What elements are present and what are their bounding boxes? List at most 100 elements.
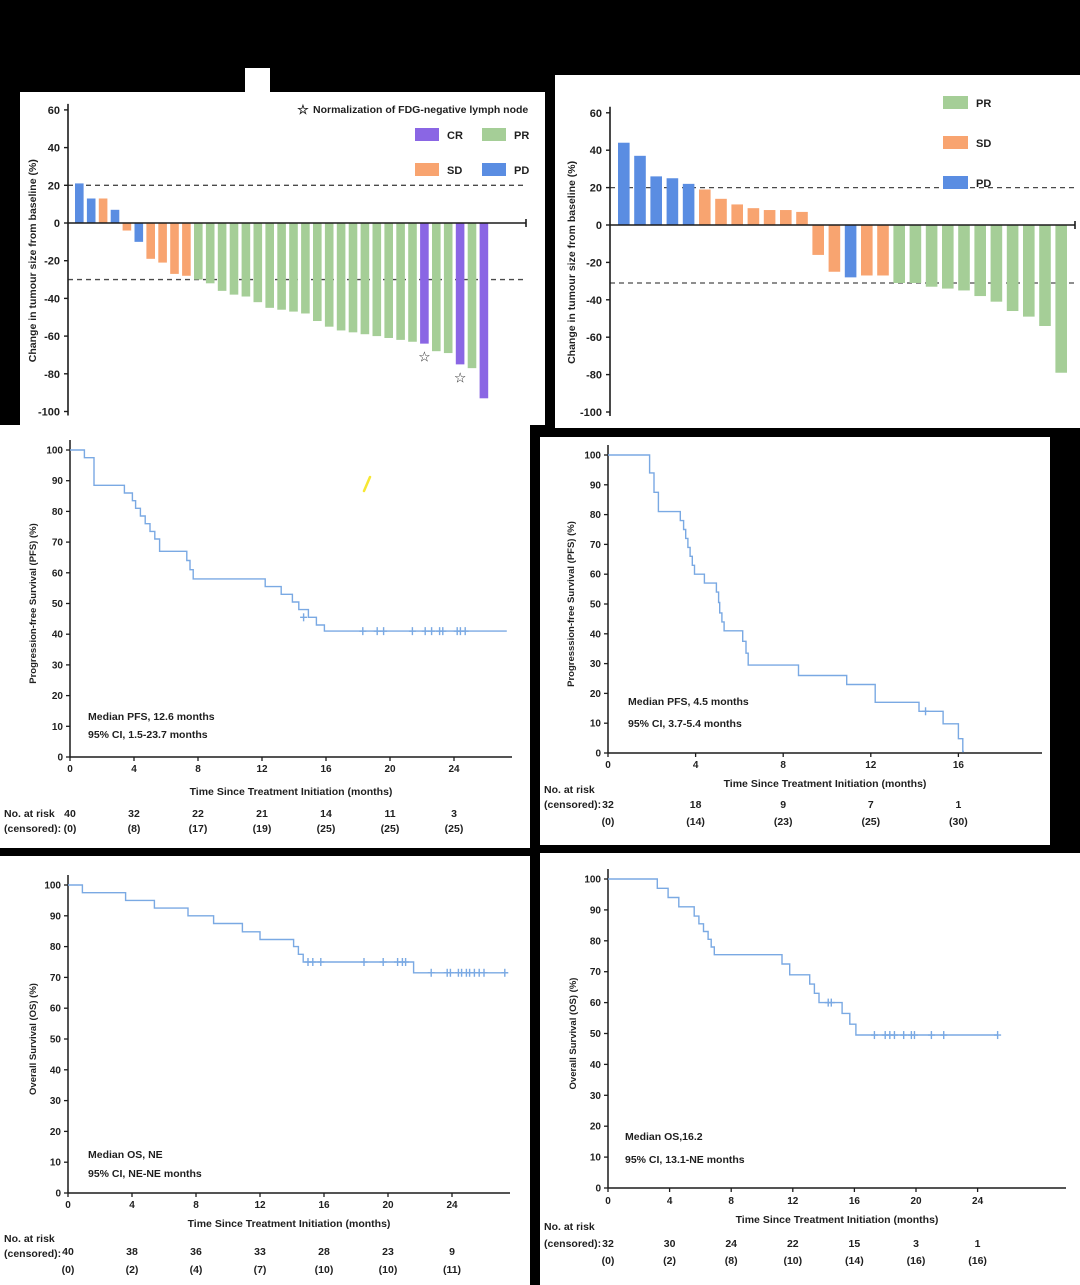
x-tick-label: 24 bbox=[446, 1200, 458, 1211]
x-tick-label: 24 bbox=[972, 1196, 984, 1207]
bar-pd bbox=[75, 183, 84, 223]
y-tick-label: 50 bbox=[52, 599, 64, 610]
bar-pr bbox=[265, 223, 274, 308]
risk-censored-value: (25) bbox=[861, 816, 880, 828]
x-tick-label: 20 bbox=[382, 1200, 394, 1211]
bar-sd bbox=[747, 208, 760, 225]
risk-censored-value: (0) bbox=[602, 1255, 615, 1267]
y-tick-label: 80 bbox=[52, 507, 64, 518]
x-tick-label: 8 bbox=[195, 764, 201, 775]
bar-pr bbox=[301, 223, 310, 314]
bar-sd bbox=[796, 211, 808, 225]
bar-cr bbox=[420, 223, 429, 344]
x-tick-label: 16 bbox=[320, 764, 332, 775]
bar-sd bbox=[122, 223, 132, 231]
risk-censored-value: (11) bbox=[443, 1264, 461, 1276]
risk-value: 40 bbox=[64, 808, 76, 820]
risk-censored-value: (8) bbox=[128, 823, 141, 835]
median-annotation-line2: 95% CI, NE-NE months bbox=[88, 1168, 202, 1180]
x-axis-title: Time Since Treatment Initiation (months) bbox=[190, 786, 393, 798]
y-tick-label: -100 bbox=[38, 407, 60, 419]
y-tick-label: -60 bbox=[44, 331, 60, 343]
risk-censored-value: (16) bbox=[968, 1255, 987, 1267]
bar-pd bbox=[682, 183, 695, 225]
x-tick-label: 8 bbox=[728, 1196, 734, 1207]
bar-pd bbox=[86, 198, 96, 223]
y-tick-label: 80 bbox=[590, 936, 602, 947]
y-tick-label: -20 bbox=[586, 257, 602, 269]
risk-value: 9 bbox=[780, 799, 786, 811]
x-tick-label: 12 bbox=[254, 1200, 266, 1211]
y-tick-label: 60 bbox=[50, 1004, 62, 1015]
risk-censored-value: (25) bbox=[381, 823, 400, 835]
km-curve bbox=[70, 449, 507, 632]
risk-censored-value: (0) bbox=[64, 823, 77, 835]
x-tick-label: 4 bbox=[131, 764, 137, 775]
risk-value: 32 bbox=[602, 799, 614, 811]
y-tick-label: 40 bbox=[590, 629, 602, 640]
risk-value: 30 bbox=[664, 1238, 676, 1250]
x-tick-label: 4 bbox=[667, 1196, 673, 1207]
y-tick-label: 60 bbox=[52, 568, 64, 579]
y-tick-label: 0 bbox=[595, 1184, 601, 1195]
risk-censored-value: (10) bbox=[315, 1264, 334, 1276]
y-tick-label: 70 bbox=[590, 540, 602, 551]
bar-pr bbox=[396, 223, 405, 340]
legend-swatch-pd bbox=[943, 176, 968, 189]
bar-pr bbox=[408, 223, 417, 342]
y-axis-title: Overall Survival (OS) (%) bbox=[28, 983, 39, 1095]
risk-table-label2: (censored): bbox=[4, 823, 61, 835]
bar-pd bbox=[110, 209, 120, 223]
legend-label-sd: SD bbox=[447, 165, 462, 177]
y-tick-label: 60 bbox=[590, 570, 602, 581]
bar-pr bbox=[348, 223, 358, 333]
bar-pd bbox=[650, 176, 662, 225]
x-axis-title: Time Since Treatment Initiation (months) bbox=[724, 778, 927, 790]
panel-pfs-left: 100 90 80 70 60 50 40 30 20 10 0 0 4 8 12 16 20 24 Time Si… bbox=[0, 425, 530, 848]
bar-pr bbox=[1023, 225, 1035, 317]
y-tick-label: -80 bbox=[586, 370, 602, 382]
x-tick-label: 16 bbox=[849, 1196, 861, 1207]
bar-pd bbox=[844, 225, 857, 278]
risk-censored-value: (25) bbox=[445, 823, 464, 835]
risk-censored-value: (16) bbox=[907, 1255, 926, 1267]
bar-sd bbox=[812, 225, 824, 255]
page-notch bbox=[245, 68, 270, 94]
bar-sd bbox=[828, 225, 841, 272]
legend-swatch-sd bbox=[415, 163, 439, 176]
median-annotation-line1: Median PFS, 4.5 months bbox=[628, 696, 749, 708]
y-tick-label: 40 bbox=[52, 630, 64, 641]
legend-label-pr: PR bbox=[514, 130, 529, 142]
bar-cr bbox=[455, 223, 465, 365]
x-tick-label: 4 bbox=[129, 1200, 135, 1211]
y-tick-label: 70 bbox=[50, 973, 62, 984]
risk-value: 33 bbox=[254, 1246, 266, 1258]
bar-pr bbox=[443, 223, 453, 354]
bar-sd bbox=[780, 210, 792, 225]
y-tick-label: 80 bbox=[590, 510, 602, 521]
star-marker: ☆ bbox=[418, 349, 431, 365]
bar-pr bbox=[990, 225, 1003, 302]
y-tick-label: 90 bbox=[50, 911, 62, 922]
bar-sd bbox=[146, 223, 155, 259]
y-tick-label: -80 bbox=[44, 369, 60, 381]
x-tick-label: 8 bbox=[193, 1200, 199, 1211]
y-tick-label: 90 bbox=[590, 905, 602, 916]
median-annotation-line2: 95% CI, 3.7-5.4 months bbox=[628, 718, 742, 730]
legend-swatch-cr bbox=[415, 128, 439, 141]
y-tick-label: -40 bbox=[44, 293, 60, 305]
y-tick-label: -40 bbox=[586, 295, 602, 307]
risk-value: 1 bbox=[955, 799, 961, 811]
y-axis-title: Overall Survival (OS) (%) bbox=[568, 978, 579, 1090]
bar-pr bbox=[253, 223, 263, 303]
x-tick-label: 4 bbox=[693, 760, 699, 771]
x-tick-label: 16 bbox=[953, 760, 965, 771]
y-tick-label: 20 bbox=[50, 1127, 62, 1138]
risk-value: 28 bbox=[318, 1246, 330, 1258]
y-tick-label: 10 bbox=[52, 722, 64, 733]
bar-sd bbox=[877, 225, 889, 276]
risk-censored-value: (14) bbox=[845, 1255, 864, 1267]
y-tick-label: 70 bbox=[590, 967, 602, 978]
legend-swatch-pd bbox=[482, 163, 506, 176]
